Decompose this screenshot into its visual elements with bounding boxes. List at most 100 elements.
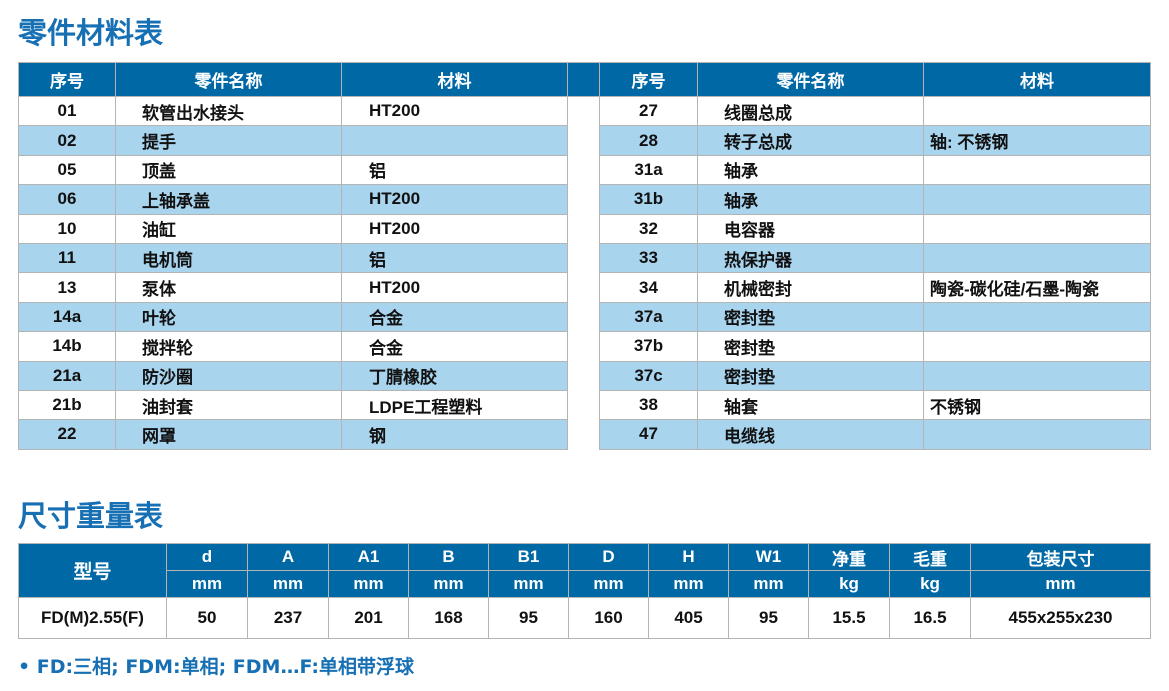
part-material (923, 360, 1151, 391)
part-name: 提手 (115, 125, 342, 156)
gap-cell (567, 361, 600, 391)
part-material: 轴: 不锈钢 (923, 125, 1151, 156)
part-no: 14b (18, 331, 116, 362)
part-no: 37c (599, 360, 698, 391)
part-no: 21a (18, 360, 116, 391)
part-no: 01 (18, 95, 116, 127)
part-material (341, 125, 568, 156)
gap-cell (567, 155, 600, 185)
part-no: 05 (18, 154, 116, 186)
parts-table: 序号 零件名称 材料 序号 零件名称 材料 01 软管出水接头 HT200 27 线圈总… (18, 62, 1151, 450)
part-material: HT200 (341, 272, 568, 303)
part-material (923, 184, 1151, 215)
dim-value: 237 (247, 597, 329, 639)
part-name: 线圈总成 (697, 95, 924, 127)
table-row: 10 油缸 HT200 32 电容器 (18, 213, 1151, 244)
gap-cell (567, 419, 600, 450)
part-no: 10 (18, 213, 116, 244)
dim-header: 毛重 (889, 543, 971, 571)
header-material: 材料 (341, 62, 568, 97)
part-name: 防沙圈 (115, 360, 342, 391)
footnote: • FD:三相; FDM:单相; FDM…F:单相带浮球 (18, 656, 414, 678)
part-material: 陶瓷-碳化硅/石墨-陶瓷 (923, 272, 1151, 303)
table-row: 14b 搅拌轮 合金 37b 密封垫 (18, 331, 1151, 362)
part-material (923, 95, 1151, 127)
part-name: 密封垫 (697, 301, 924, 333)
dim-header: H (648, 543, 729, 571)
header-no: 序号 (599, 62, 698, 97)
dim-header: A (247, 543, 329, 571)
dims-table: 型号 d A A1 B B1 D H W1 净重 毛重 包装尺寸 mm mm mm mm mm mm mm mm kg… (18, 543, 1151, 639)
part-no: 14a (18, 301, 116, 333)
part-name: 油缸 (115, 213, 342, 244)
dim-unit: mm (568, 570, 649, 598)
part-name: 机械密封 (697, 272, 924, 303)
part-material: HT200 (341, 95, 568, 127)
gap-cell (567, 302, 600, 332)
part-name: 软管出水接头 (115, 95, 342, 127)
part-name: 转子总成 (697, 125, 924, 156)
part-no: 02 (18, 125, 116, 156)
table-row: 02 提手 28 转子总成 轴: 不锈钢 (18, 125, 1151, 156)
model-name: FD(M)2.55(F) (18, 597, 167, 639)
part-name: 电缆线 (697, 419, 924, 450)
part-name: 密封垫 (697, 360, 924, 391)
part-no: 37a (599, 301, 698, 333)
dim-value: 160 (568, 597, 649, 639)
part-name: 轴承 (697, 184, 924, 215)
dim-header: B1 (488, 543, 569, 571)
part-no: 34 (599, 272, 698, 303)
part-material: 合金 (341, 331, 568, 362)
dim-value: 16.5 (889, 597, 971, 639)
dim-header: A1 (328, 543, 409, 571)
dim-value: 15.5 (808, 597, 890, 639)
part-name: 热保护器 (697, 242, 924, 274)
gap-cell (567, 331, 600, 362)
part-material: LDPE工程塑料 (341, 389, 568, 421)
part-no: 31a (599, 154, 698, 186)
dim-header: 包装尺寸 (970, 543, 1151, 571)
parts-table-title: 零件材料表 (18, 16, 164, 50)
part-no: 32 (599, 213, 698, 244)
dim-header: W1 (728, 543, 809, 571)
part-no: 38 (599, 389, 698, 421)
table-row: 11 电机筒铝 33 热保护器 (18, 242, 1151, 274)
dim-value: 50 (166, 597, 248, 639)
part-no: 47 (599, 419, 698, 450)
part-name: 上轴承盖 (115, 184, 342, 215)
part-name: 搅拌轮 (115, 331, 342, 362)
part-no: 22 (18, 419, 116, 450)
dim-value: 168 (408, 597, 489, 639)
table-row: 05 顶盖铝 31a 轴承 (18, 154, 1151, 186)
part-material (923, 213, 1151, 244)
part-name: 密封垫 (697, 331, 924, 362)
gap-cell (567, 184, 600, 215)
dim-unit: kg (889, 570, 971, 598)
dim-header: D (568, 543, 649, 571)
table-row: 22 网罩钢 47 电缆线 (18, 419, 1151, 450)
part-material (923, 301, 1151, 333)
dim-unit: mm (648, 570, 729, 598)
part-name: 轴承 (697, 154, 924, 186)
table-row: 21b 油封套 LDPE工程塑料 38 轴套 不锈钢 (18, 389, 1151, 421)
part-material: HT200 (341, 213, 568, 244)
gap-cell (567, 390, 600, 420)
part-no: 27 (599, 95, 698, 127)
part-name: 电机筒 (115, 242, 342, 274)
part-name: 顶盖 (115, 154, 342, 186)
part-material (923, 419, 1151, 450)
dim-unit: mm (328, 570, 409, 598)
header-no: 序号 (18, 62, 116, 97)
dims-table-title: 尺寸重量表 (18, 499, 164, 533)
table-row: 01 软管出水接头 HT200 27 线圈总成 (18, 95, 1151, 127)
dim-unit: mm (408, 570, 489, 598)
dim-unit: mm (488, 570, 569, 598)
part-name: 油封套 (115, 389, 342, 421)
table-row: 06 上轴承盖 HT200 31b 轴承 (18, 184, 1151, 215)
part-no: 31b (599, 184, 698, 215)
dim-header: d (166, 543, 248, 571)
header-gap (567, 62, 600, 97)
part-no: 37b (599, 331, 698, 362)
gap-cell (567, 272, 600, 303)
part-material: 丁腈橡胶 (341, 360, 568, 391)
